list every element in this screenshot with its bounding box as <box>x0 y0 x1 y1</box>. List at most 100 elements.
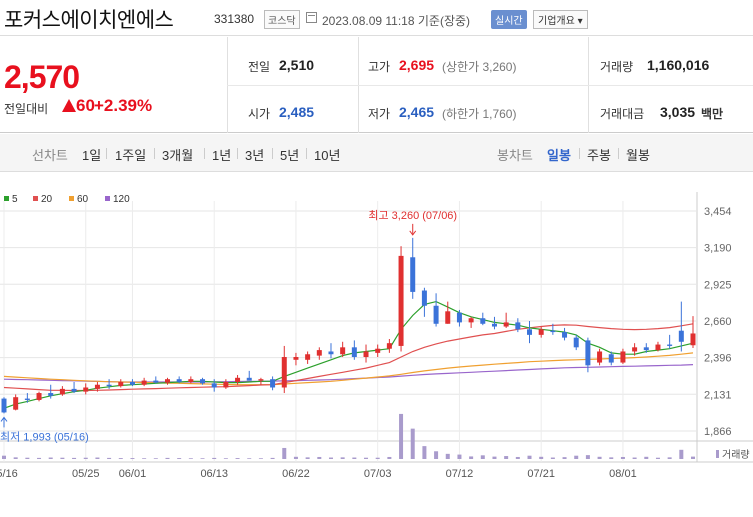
volume-bar <box>597 456 602 459</box>
compare-label: 전일대비 <box>4 102 49 116</box>
period-toolbar: 선차트 1일 1주일 3개월 1년 3년 5년 10년 봉차트 일봉 주봉 월봉 <box>0 134 753 172</box>
x-tick-label: 05/25 <box>72 468 100 480</box>
candle-body <box>562 332 568 338</box>
y-tick-label: 3,454 <box>704 206 732 218</box>
quote-timestamp: 2023.08.09 11:18 기준(장중) <box>322 14 471 28</box>
volume-bar <box>480 455 485 459</box>
period-3y[interactable]: 3년 <box>245 148 265 163</box>
legend-swatch <box>105 196 110 201</box>
line-chart-label: 선차트 <box>32 148 68 163</box>
candle-body <box>235 377 241 382</box>
volume-bar <box>691 456 695 459</box>
candle-body <box>153 380 159 383</box>
min-price-arrowhead <box>0 416 8 422</box>
realtime-button[interactable]: 실시간 <box>491 10 527 29</box>
legend-label: 20 <box>41 194 53 205</box>
candle-body <box>456 312 462 323</box>
candle-body <box>585 340 591 366</box>
candle-body <box>527 329 533 335</box>
x-tick-label: 05/16 <box>0 468 18 480</box>
candle-body <box>328 351 334 355</box>
period-10y[interactable]: 10년 <box>314 148 341 163</box>
candle-body <box>94 384 100 389</box>
volume-bar <box>165 457 170 459</box>
calendar-icon <box>306 12 317 23</box>
volume-bar <box>200 458 205 459</box>
prev-close-label: 전일 <box>248 60 271 74</box>
x-tick-label: 07/12 <box>446 468 474 480</box>
amount-label: 거래대금 <box>600 107 645 121</box>
volume-bar <box>83 457 88 459</box>
volume-bar <box>352 457 357 459</box>
period-1y[interactable]: 1년 <box>212 148 232 163</box>
period-1w[interactable]: 1주일 <box>115 148 147 163</box>
volume-label: 거래량 <box>600 60 634 74</box>
min-price-label: 최저 1,993 (05/16) <box>0 430 89 443</box>
candle-body <box>24 398 30 400</box>
y-tick-label: 2,925 <box>704 279 732 291</box>
volume-bar <box>60 457 65 459</box>
candle-body <box>573 337 579 348</box>
period-monthly[interactable]: 월봉 <box>626 148 650 163</box>
volume-bar <box>95 457 100 459</box>
separator <box>154 148 155 159</box>
volume-value: 1,160,016 <box>647 57 710 73</box>
company-info-dropdown[interactable]: 기업개요 ▾ <box>533 10 588 29</box>
volume-bar <box>679 449 684 459</box>
y-tick-label: 1,866 <box>704 426 732 438</box>
volume-bar <box>550 457 555 459</box>
volume-bar <box>585 455 590 459</box>
candle-body <box>106 384 112 387</box>
volume-bar <box>317 456 322 459</box>
x-tick-label: 08/01 <box>609 468 637 480</box>
moving-average-ma20 <box>3 323 694 392</box>
volume-bar <box>504 456 509 459</box>
volume-bar <box>48 457 53 459</box>
candle-body <box>632 347 638 352</box>
period-3m[interactable]: 3개월 <box>162 148 194 163</box>
volume-bar <box>457 454 462 459</box>
volume-bar <box>328 457 333 459</box>
candle-body <box>164 379 170 383</box>
amount-unit: 백만 <box>701 107 724 121</box>
candle-body <box>386 343 392 349</box>
y-tick-label: 2,131 <box>704 389 732 401</box>
low-value: 2,465 <box>399 104 435 120</box>
candle-body <box>59 388 65 395</box>
price-chart[interactable]: 3,454 3,190 2,925 2,660 2,396 2,131 1,866 05/16… <box>0 172 753 517</box>
candle-body <box>620 351 626 363</box>
period-daily[interactable]: 일봉 <box>547 148 571 163</box>
volume-bar <box>632 457 637 459</box>
candle-body <box>550 330 556 333</box>
x-tick-label: 06/22 <box>282 468 310 480</box>
period-1d[interactable]: 1일 <box>82 148 102 163</box>
candle-body <box>538 329 544 335</box>
volume-bar <box>118 458 123 459</box>
volume-bar <box>655 457 660 459</box>
period-weekly[interactable]: 주봉 <box>587 148 611 163</box>
candle-body <box>305 354 311 360</box>
volume-bar <box>188 458 193 459</box>
separator <box>306 148 307 159</box>
open-label: 시가 <box>248 107 271 121</box>
volume-bar <box>25 457 30 459</box>
candle-body <box>410 257 416 292</box>
volume-bar <box>620 456 625 459</box>
volume-bar <box>153 458 158 459</box>
high-label: 고가 <box>368 60 391 74</box>
lower-limit: (하한가 1,760) <box>442 107 517 121</box>
period-5y[interactable]: 5년 <box>280 148 300 163</box>
volume-bar <box>293 456 298 459</box>
candle-body <box>188 379 194 382</box>
candle-body <box>690 333 696 346</box>
separator <box>618 148 619 159</box>
up-arrow-icon <box>62 99 76 112</box>
volume-bar <box>37 457 42 459</box>
volume-bar <box>130 458 135 459</box>
volume-bar <box>270 457 275 459</box>
candle-body <box>316 350 322 356</box>
volume-bar <box>223 458 228 459</box>
amount-value: 3,035 <box>660 104 696 120</box>
volume-bar <box>305 457 310 459</box>
moving-average-ma60 <box>3 352 694 386</box>
